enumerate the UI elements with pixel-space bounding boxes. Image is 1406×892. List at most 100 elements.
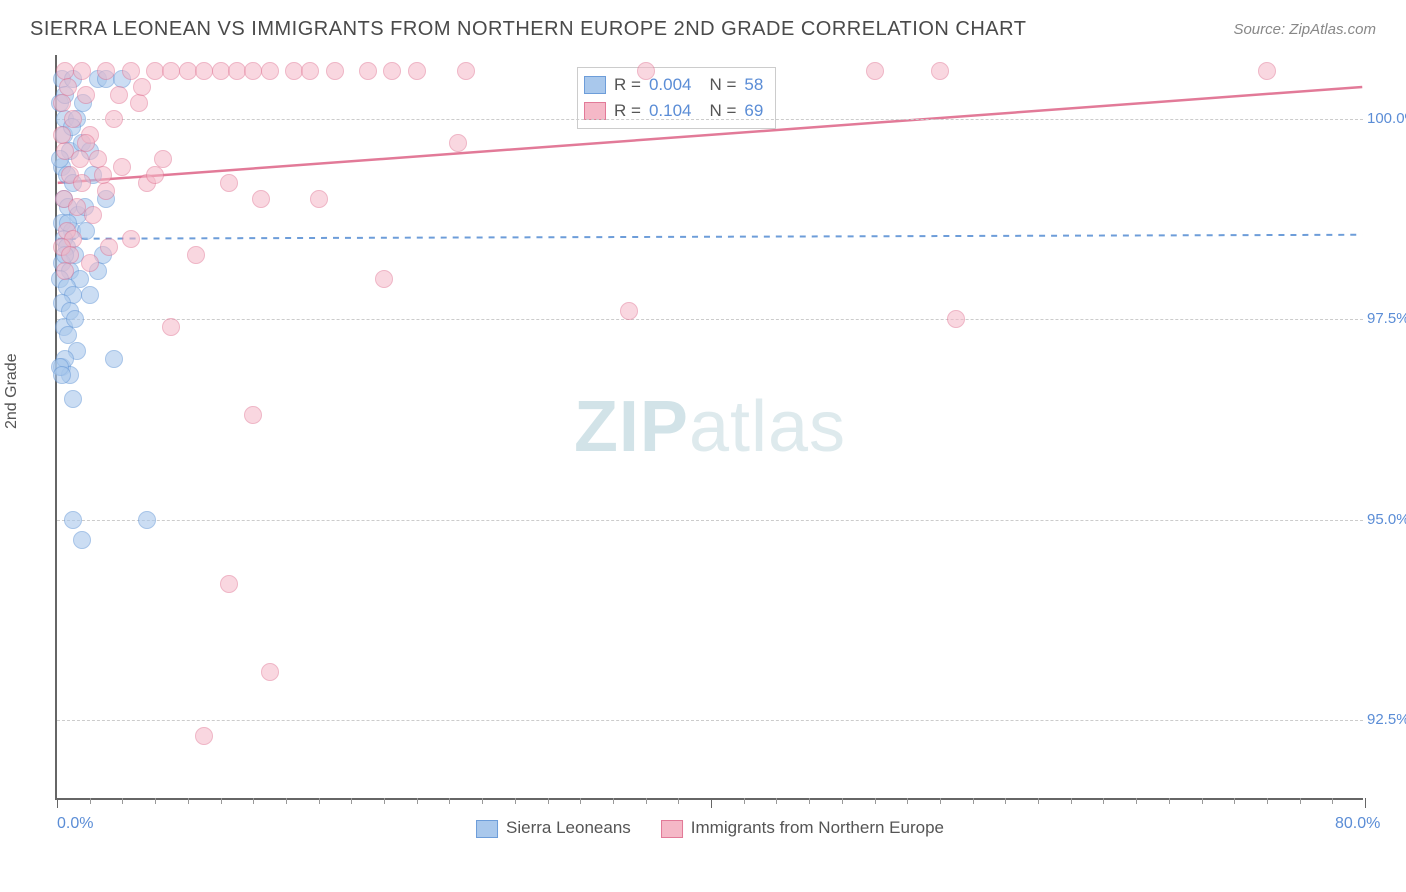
data-point xyxy=(326,62,344,80)
source-label: Source: ZipAtlas.com xyxy=(1233,21,1376,38)
data-point xyxy=(73,531,91,549)
data-point xyxy=(195,62,213,80)
data-point xyxy=(56,262,74,280)
data-point xyxy=(94,166,112,184)
legend-r-value: 0.104 xyxy=(649,101,692,121)
legend-label: Sierra Leoneans xyxy=(506,818,631,837)
x-tick-minor xyxy=(1005,798,1006,804)
data-point xyxy=(133,78,151,96)
legend-swatch xyxy=(661,820,683,838)
chart-title: SIERRA LEONEAN VS IMMIGRANTS FROM NORTHE… xyxy=(30,18,1026,41)
data-point xyxy=(110,86,128,104)
y-axis-label: 2nd Grade xyxy=(3,353,21,429)
data-point xyxy=(130,94,148,112)
data-point xyxy=(105,350,123,368)
legend-item: Immigrants from Northern Europe xyxy=(661,818,944,838)
x-tick-major xyxy=(1365,798,1366,808)
x-tick-minor xyxy=(351,798,352,804)
x-tick-minor xyxy=(1202,798,1203,804)
data-point xyxy=(408,62,426,80)
data-point xyxy=(146,62,164,80)
x-tick-minor xyxy=(122,798,123,804)
data-point xyxy=(105,110,123,128)
x-tick-minor xyxy=(155,798,156,804)
data-point xyxy=(220,174,238,192)
data-point xyxy=(53,126,71,144)
y-tick-label: 100.0% xyxy=(1367,110,1406,127)
x-tick-minor xyxy=(613,798,614,804)
data-point xyxy=(261,663,279,681)
x-tick-minor xyxy=(678,798,679,804)
data-point xyxy=(97,182,115,200)
x-tick-label: 80.0% xyxy=(1335,815,1380,833)
legend-n-value: 58 xyxy=(744,75,763,95)
x-tick-minor xyxy=(842,798,843,804)
data-point xyxy=(212,62,230,80)
x-tick-minor xyxy=(1300,798,1301,804)
data-point xyxy=(620,302,638,320)
data-point xyxy=(84,206,102,224)
x-tick-minor xyxy=(875,798,876,804)
x-tick-minor xyxy=(1169,798,1170,804)
data-point xyxy=(53,366,71,384)
data-point xyxy=(947,310,965,328)
data-point xyxy=(637,62,655,80)
data-point xyxy=(195,727,213,745)
y-tick-label: 92.5% xyxy=(1367,711,1406,728)
x-tick-minor xyxy=(940,798,941,804)
data-point xyxy=(301,62,319,80)
x-tick-minor xyxy=(90,798,91,804)
legend-swatch xyxy=(584,102,606,120)
data-point xyxy=(931,62,949,80)
x-tick-minor xyxy=(776,798,777,804)
data-point xyxy=(97,62,115,80)
x-tick-minor xyxy=(1136,798,1137,804)
data-point xyxy=(220,575,238,593)
data-point xyxy=(146,166,164,184)
data-point xyxy=(285,62,303,80)
legend-swatch xyxy=(584,76,606,94)
data-point xyxy=(113,158,131,176)
scatter-chart: ZIPatlas R =0.004N =58R =0.104N =69 Sier… xyxy=(55,55,1363,800)
legend-n-label: N = xyxy=(709,75,736,95)
data-point xyxy=(449,134,467,152)
gridline xyxy=(57,520,1363,521)
data-point xyxy=(64,511,82,529)
legend-r-value: 0.004 xyxy=(649,75,692,95)
data-point xyxy=(56,62,74,80)
x-tick-label: 0.0% xyxy=(57,815,93,833)
legend-label: Immigrants from Northern Europe xyxy=(691,818,944,837)
data-point xyxy=(261,62,279,80)
legend-swatch xyxy=(476,820,498,838)
data-point xyxy=(73,62,91,80)
gridline xyxy=(57,720,1363,721)
data-point xyxy=(383,62,401,80)
legend-row: R =0.004N =58 xyxy=(584,72,763,98)
x-tick-minor xyxy=(973,798,974,804)
legend-row: R =0.104N =69 xyxy=(584,98,763,124)
data-point xyxy=(359,62,377,80)
data-point xyxy=(244,406,262,424)
data-point xyxy=(187,246,205,264)
x-tick-minor xyxy=(1267,798,1268,804)
x-tick-major xyxy=(57,798,58,808)
data-point xyxy=(179,62,197,80)
data-point xyxy=(866,62,884,80)
x-tick-minor xyxy=(417,798,418,804)
x-tick-minor xyxy=(319,798,320,804)
data-point xyxy=(100,238,118,256)
series-legend: Sierra Leoneans Immigrants from Northern … xyxy=(476,818,944,838)
x-tick-minor xyxy=(907,798,908,804)
x-tick-minor xyxy=(1071,798,1072,804)
x-tick-minor xyxy=(221,798,222,804)
data-point xyxy=(81,286,99,304)
data-point xyxy=(162,62,180,80)
data-point xyxy=(68,198,86,216)
data-point xyxy=(1258,62,1276,80)
data-point xyxy=(310,190,328,208)
data-point xyxy=(162,318,180,336)
x-tick-minor xyxy=(646,798,647,804)
data-point xyxy=(81,254,99,272)
x-tick-minor xyxy=(188,798,189,804)
gridline xyxy=(57,119,1363,120)
